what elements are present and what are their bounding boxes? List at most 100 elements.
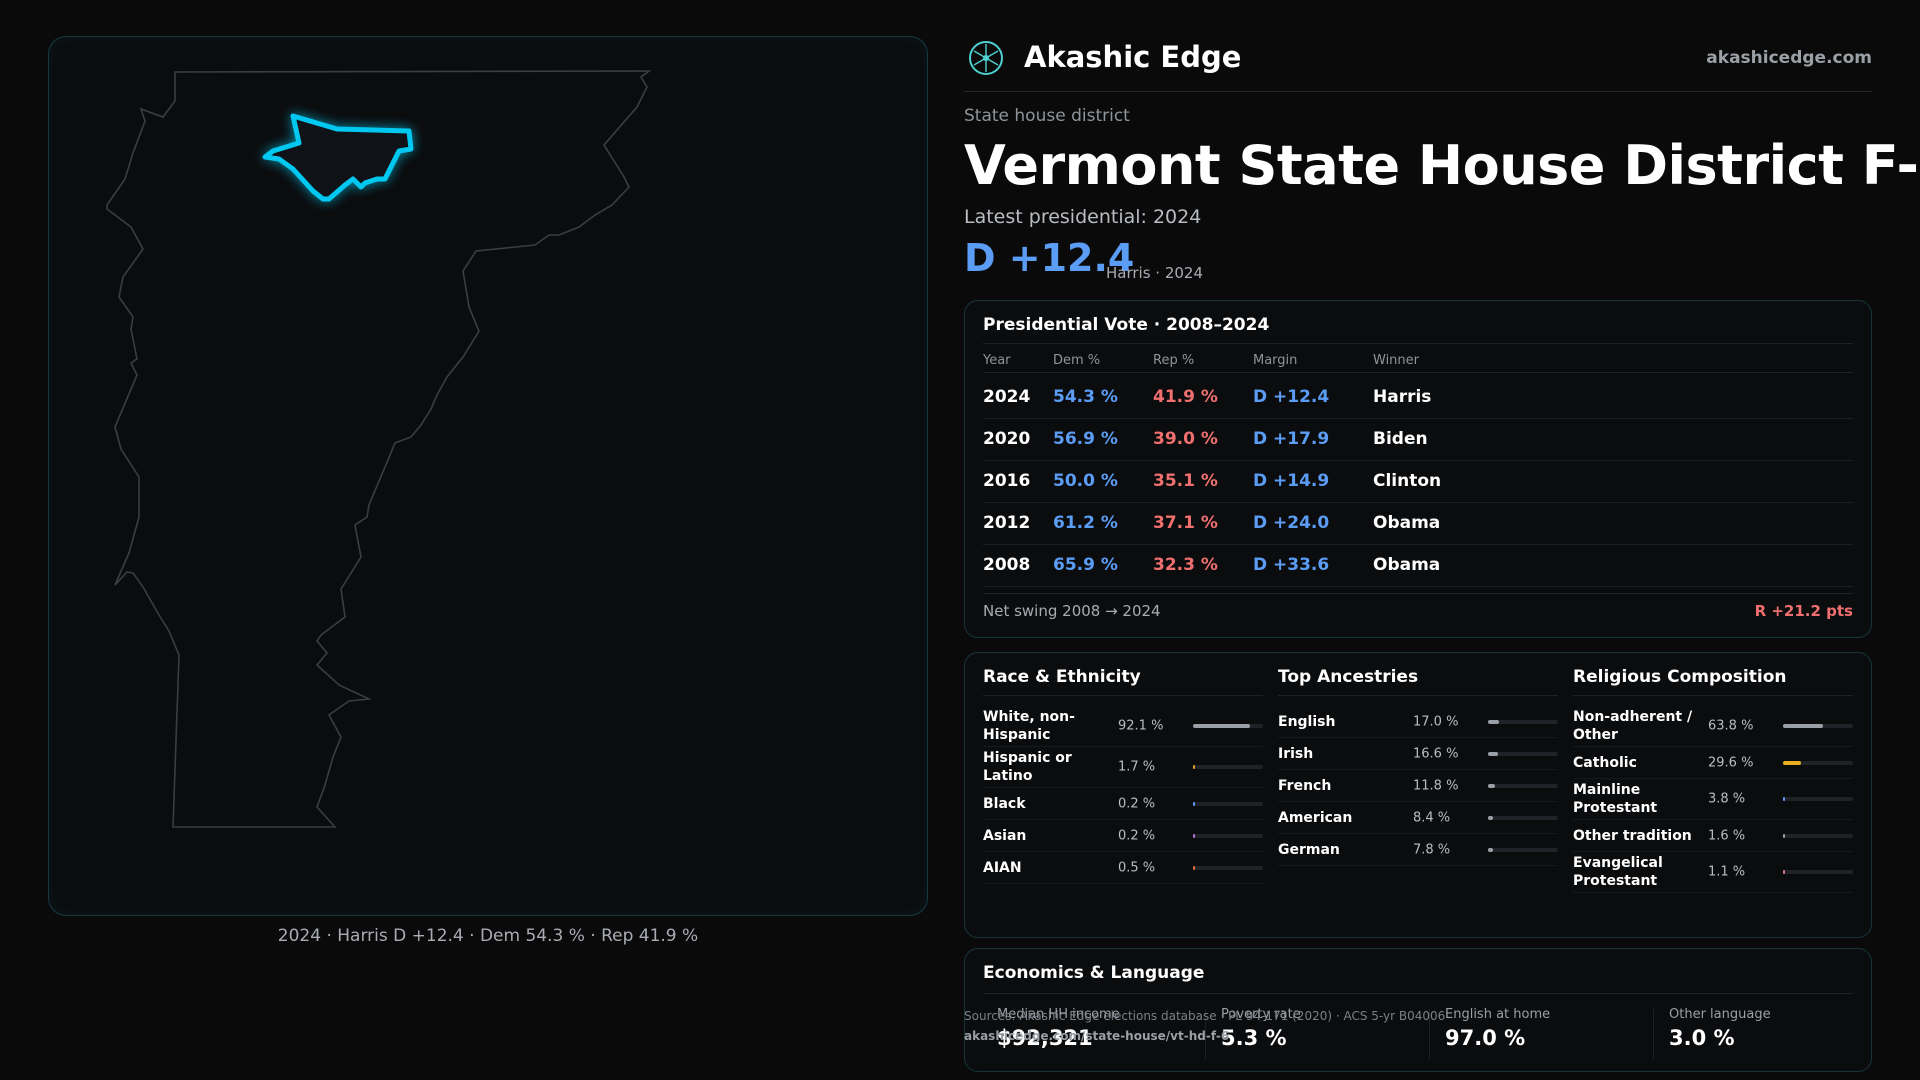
page-title: Vermont State House District F-6	[964, 134, 1920, 197]
row-rep: 41.9 %	[1153, 387, 1218, 407]
row-value: 3.8 %	[1708, 791, 1746, 807]
share-bar-fill	[1193, 765, 1195, 769]
header-year: Year	[983, 353, 1011, 368]
share-bar-fill	[1488, 751, 1499, 756]
row-winner: Harris	[1373, 387, 1432, 407]
row-value: 17.0 %	[1413, 714, 1459, 729]
demographic-row: AIAN 0.5 %	[983, 852, 1263, 884]
divider	[983, 343, 1853, 344]
share-bar	[1193, 865, 1263, 870]
row-year: 2012	[983, 513, 1031, 533]
table-row: 2016 50.0 % 35.1 % D +14.9 Clinton	[983, 461, 1853, 503]
presidential-vote-card: Presidential Vote · 2008–2024 Year Dem %…	[964, 300, 1872, 638]
economics-card: Economics & Language Median HH income $9…	[964, 948, 1872, 1072]
share-bar-fill	[1488, 719, 1499, 724]
divider	[1429, 1009, 1430, 1059]
table-row: 2008 65.9 % 32.3 % D +33.6 Obama	[983, 545, 1853, 587]
header-margin: Margin	[1253, 353, 1298, 368]
row-label: Catholic	[1573, 754, 1637, 771]
share-bar	[1193, 801, 1263, 806]
share-bar-fill	[1783, 833, 1785, 838]
demographic-row: Mainline Protestant 3.8 %	[1573, 779, 1853, 820]
row-value: 1.7 %	[1118, 759, 1156, 775]
share-bar	[1783, 833, 1853, 838]
econ-cell: Other language 3.0 %	[1669, 1007, 1869, 1059]
latest-margin: D +12.4	[964, 236, 1135, 280]
row-value: 1.6 %	[1708, 828, 1746, 843]
row-rep: 37.1 %	[1153, 513, 1218, 533]
demographic-row: Asian 0.2 %	[983, 820, 1263, 852]
source-line: Sources: Akashic Edge elections database…	[964, 1009, 1446, 1023]
row-rep: 39.0 %	[1153, 429, 1218, 449]
econ-value: 5.3 %	[1221, 1026, 1287, 1050]
divider	[983, 993, 1853, 994]
brand-url[interactable]: akashicedge.com	[1706, 48, 1872, 68]
demographic-row: American 8.4 %	[1278, 802, 1558, 834]
latest-margin-sub: Harris · 2024	[1106, 264, 1204, 282]
net-swing-label: Net swing 2008 → 2024	[983, 602, 1161, 620]
row-winner: Biden	[1373, 429, 1428, 449]
net-swing-row: Net swing 2008 → 2024 R +21.2 pts	[983, 593, 1853, 623]
demographic-row: Evangelical Protestant 1.1 %	[1573, 852, 1853, 893]
econ-value: $92,321	[997, 1026, 1093, 1050]
share-bar	[1783, 724, 1853, 728]
row-dem: 54.3 %	[1053, 387, 1118, 407]
econ-cell: Poverty rate 5.3 %	[1221, 1007, 1421, 1059]
share-bar-fill	[1193, 865, 1195, 870]
share-bar-fill	[1193, 801, 1195, 806]
race-ethnicity-title: Race & Ethnicity	[983, 667, 1263, 696]
row-value: 63.8 %	[1708, 718, 1754, 734]
source-url[interactable]: akashicedge.com/state-house/vt-hd-f-6	[964, 1029, 1230, 1043]
share-bar-fill	[1488, 783, 1496, 788]
vote-table-header: Year Dem % Rep % Margin Winner	[983, 351, 1853, 373]
row-dem: 56.9 %	[1053, 429, 1118, 449]
row-value: 1.1 %	[1708, 864, 1746, 880]
row-value: 0.5 %	[1118, 860, 1156, 875]
vermont-map	[106, 70, 652, 828]
share-bar	[1193, 724, 1263, 728]
presidential-vote-title: Presidential Vote · 2008–2024	[983, 315, 1270, 335]
row-value: 8.4 %	[1413, 810, 1451, 825]
demographic-row: Hispanic or Latino 1.7 %	[983, 747, 1263, 788]
econ-value: 3.0 %	[1669, 1026, 1735, 1050]
share-bar	[1783, 870, 1853, 874]
row-rep: 35.1 %	[1153, 471, 1218, 491]
demographics-card: Race & Ethnicity White, non-Hispanic 92.1…	[964, 652, 1872, 938]
row-dem: 50.0 %	[1053, 471, 1118, 491]
district-type: State house district	[964, 106, 1130, 126]
economics-title: Economics & Language	[983, 963, 1205, 983]
row-label: English	[1278, 713, 1336, 730]
share-bar-fill	[1488, 847, 1493, 852]
religion-section: Religious Composition Non-adherent / Oth…	[1573, 667, 1853, 893]
share-bar-fill	[1193, 833, 1195, 838]
row-label: Hispanic or Latino	[983, 750, 1072, 784]
econ-label: Poverty rate	[1221, 1007, 1301, 1022]
share-bar	[1488, 815, 1558, 820]
latest-presidential-label: Latest presidential: 2024	[964, 206, 1202, 228]
row-label: Black	[983, 795, 1026, 812]
row-margin: D +14.9	[1253, 471, 1330, 491]
row-margin: D +17.9	[1253, 429, 1330, 449]
state-outline	[106, 70, 652, 828]
demographic-row: English 17.0 %	[1278, 706, 1558, 738]
share-bar-fill	[1783, 870, 1785, 874]
row-label: Asian	[983, 827, 1027, 844]
row-value: 11.8 %	[1413, 778, 1459, 793]
demographic-row: Irish 16.6 %	[1278, 738, 1558, 770]
share-bar	[1488, 783, 1558, 788]
econ-cell: Median HH income $92,321	[997, 1007, 1197, 1059]
econ-value: 97.0 %	[1445, 1026, 1526, 1050]
share-bar	[1193, 833, 1263, 838]
demographic-row: Other tradition 1.6 %	[1573, 820, 1853, 852]
ancestries-title: Top Ancestries	[1278, 667, 1558, 696]
akashic-logo-icon	[969, 41, 1003, 75]
row-value: 16.6 %	[1413, 746, 1459, 761]
row-value: 92.1 %	[1118, 718, 1164, 734]
econ-label: Other language	[1669, 1007, 1771, 1022]
table-row: 2020 56.9 % 39.0 % D +17.9 Biden	[983, 419, 1853, 461]
demographic-row: Non-adherent / Other 63.8 %	[1573, 706, 1853, 747]
row-label: French	[1278, 777, 1332, 794]
row-winner: Obama	[1373, 555, 1441, 575]
row-value: 7.8 %	[1413, 842, 1451, 857]
row-rep: 32.3 %	[1153, 555, 1218, 575]
